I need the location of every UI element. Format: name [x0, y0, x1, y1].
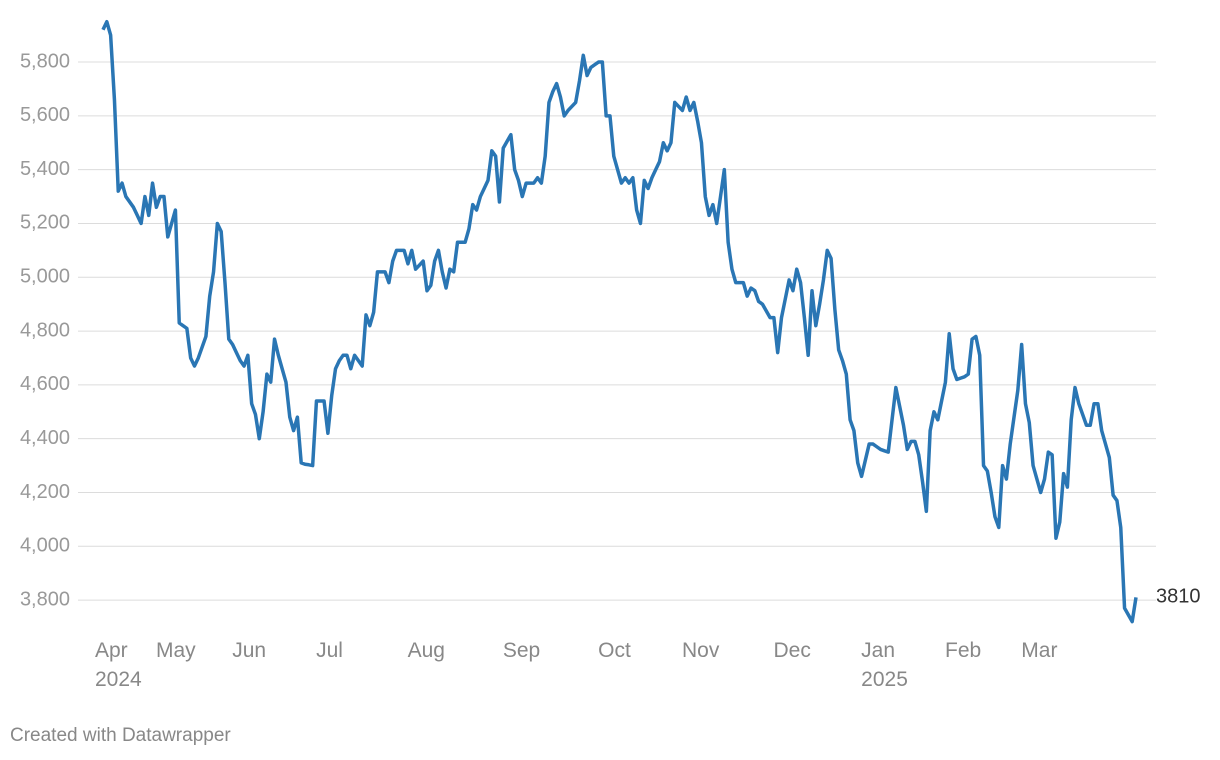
x-tick-label: May [155, 639, 196, 662]
y-tick-label: 4,800 [20, 319, 70, 341]
y-tick-label: 5,400 [20, 158, 70, 180]
y-tick-label: 4,200 [20, 481, 70, 503]
chart: 3,800 4,000 4,200 4,400 4,600 4,800 5,000 5,200… [20, 19, 1201, 624]
x-tick-label: Mar [1021, 639, 1058, 662]
x-tick-label: Nov [682, 639, 720, 662]
x-tick-label: Jul [316, 639, 343, 662]
x-tick-label: Dec [773, 639, 811, 662]
end-value-label: 3810 [1156, 586, 1201, 608]
x-tick-label: Feb [945, 639, 982, 662]
x-tick-label: Jun [232, 639, 267, 662]
x-tick-label: Aug [407, 639, 445, 662]
x-tick-label: Oct [598, 639, 631, 662]
y-tick-label: 3,800 [20, 588, 70, 610]
y-tick-label: 5,800 [20, 50, 70, 72]
x-tick-label: Sep [502, 639, 541, 662]
x-tick-label: Apr 2024 [95, 639, 142, 691]
y-tick-label: 4,600 [20, 373, 70, 395]
x-tick-label: Jan 2025 [861, 639, 908, 691]
y-tick-label: 5,000 [20, 266, 70, 288]
y-tick-label: 4,400 [20, 427, 70, 449]
y-tick-label: 5,600 [20, 104, 70, 126]
y-tick-label: 5,200 [20, 212, 70, 234]
y-tick-label: 4,000 [20, 535, 70, 557]
credit: Created with Datawrapper [10, 725, 231, 746]
line [101, 19, 1138, 624]
